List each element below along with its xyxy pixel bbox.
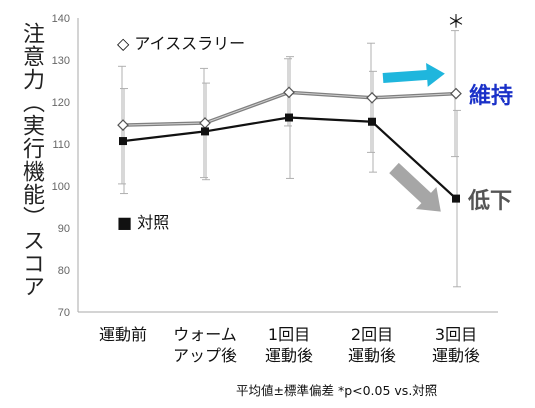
decline-arrow: [389, 162, 441, 212]
x-tick-label: 1回目: [268, 325, 310, 344]
x-tick-label: 運動後: [348, 346, 396, 365]
y-tick-label: 70: [58, 307, 70, 319]
x-tick-label: 運動後: [432, 346, 480, 365]
x-tick-label: アップ後: [173, 346, 237, 365]
y-tick-label: 100: [52, 181, 70, 193]
x-tick-label: 運動前: [99, 325, 147, 344]
y-tick-label: 80: [58, 265, 70, 277]
maintain-arrow-shape: [382, 62, 445, 87]
y-tick-label: 140: [52, 13, 70, 25]
data-point-ice-slurry: [283, 86, 295, 99]
data-point-ice-slurry: [366, 91, 378, 104]
data-point-control: [285, 113, 293, 122]
decline-arrow-shape: [389, 162, 441, 212]
data-point-control: [368, 117, 376, 126]
data-point-ice-slurry: [199, 117, 211, 129]
x-tick-label: 運動後: [265, 346, 313, 365]
data-point-control: [201, 127, 209, 136]
y-tick-label: 90: [58, 223, 70, 235]
maintain-arrow: [382, 62, 445, 87]
error-bars: [118, 30, 461, 288]
x-tick-label: ウォーム: [173, 325, 237, 344]
significance-mark: ＊: [447, 12, 465, 33]
data-point-control: [119, 137, 127, 146]
legend-entry-ice-slurry: ◇ アイススラリー: [117, 34, 245, 53]
y-tick-label: 130: [52, 55, 70, 67]
decline-label: 低下: [467, 189, 512, 214]
data-point-ice-slurry: [117, 119, 129, 131]
maintain-label: 維持: [469, 83, 513, 109]
y-axis-label: 注意力（実行機能）スコア: [19, 22, 44, 298]
y-tick-label: 110: [52, 139, 70, 151]
footnote: 平均値±標準偏差 *p<0.05 vs.対照: [236, 383, 438, 398]
data-point-control: [452, 194, 460, 203]
x-tick-label: 2回目: [351, 325, 393, 344]
series-markers: [117, 86, 462, 203]
x-tick-label: 3回目: [435, 325, 477, 344]
y-tick-label: 120: [52, 97, 70, 109]
data-point-ice-slurry: [450, 87, 462, 100]
legend-entry-control: ■ 対照: [117, 213, 169, 232]
